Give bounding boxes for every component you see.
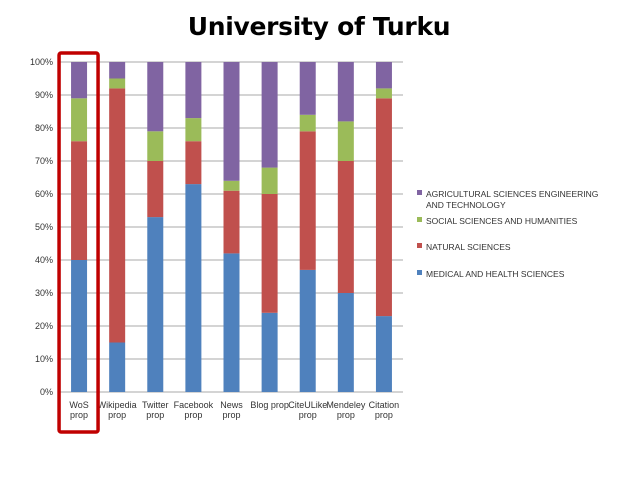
bar-segment <box>185 141 202 185</box>
y-tick-label: 80% <box>35 123 53 133</box>
y-tick-label: 100% <box>30 57 53 67</box>
legend-label: AND TECHNOLOGY <box>426 200 506 210</box>
y-tick-label: 10% <box>35 354 53 364</box>
bar-segment <box>299 114 316 132</box>
bar-segment <box>109 88 126 343</box>
x-tick-label: prop <box>337 410 355 420</box>
bar-segment <box>375 88 392 99</box>
bar-segment <box>375 98 392 317</box>
bar-segment <box>223 62 240 181</box>
bar-segment <box>261 62 278 168</box>
bar-segment <box>223 190 240 254</box>
x-tick-label: Mendeley <box>326 400 366 410</box>
bar-segment <box>223 180 240 191</box>
bar-segment <box>185 184 202 392</box>
y-tick-label: 30% <box>35 288 53 298</box>
bar-segment <box>71 62 88 99</box>
bar-segment <box>109 342 126 392</box>
bar-segment <box>337 121 354 161</box>
y-tick-label: 60% <box>35 189 53 199</box>
x-tick-label: Facebook <box>174 400 214 410</box>
legend-label: NATURAL SCIENCES <box>426 242 511 252</box>
bar-segment <box>261 194 278 313</box>
bar-segment <box>147 161 164 218</box>
y-tick-label: 40% <box>35 255 53 265</box>
x-tick-label: prop <box>70 410 88 420</box>
x-tick-label: News <box>220 400 243 410</box>
highlight-box <box>57 51 100 434</box>
bar-segment <box>185 62 202 119</box>
x-tick-label: prop <box>184 410 202 420</box>
chart-title: University of Turku <box>187 12 451 41</box>
bar-segment <box>109 78 126 89</box>
legend-label: AGRICULTURAL SCIENCES ENGINEERING <box>426 189 598 199</box>
x-tick-label: prop <box>375 410 393 420</box>
x-tick-label: WoS <box>69 400 88 410</box>
y-tick-label: 0% <box>40 387 53 397</box>
y-tick-label: 50% <box>35 222 53 232</box>
y-tick-label: 70% <box>35 156 53 166</box>
y-tick-label: 20% <box>35 321 53 331</box>
x-tick-label: Twitter <box>142 400 169 410</box>
bar-segment <box>147 62 164 132</box>
bar-segment <box>375 62 392 89</box>
bar-segment <box>71 141 88 260</box>
bar-segment <box>299 62 316 115</box>
x-tick-label: prop <box>222 410 240 420</box>
bar-segment <box>185 118 202 142</box>
bar-segment <box>261 167 278 194</box>
x-tick-label: prop <box>299 410 317 420</box>
bar-segment <box>337 293 354 392</box>
legend-swatch <box>417 270 422 275</box>
bar-segment <box>337 161 354 293</box>
legend-label: SOCIAL SCIENCES AND HUMANITIES <box>426 216 578 226</box>
legend-swatch <box>417 217 422 222</box>
bar-segment <box>375 316 392 392</box>
bar-segment <box>261 312 278 392</box>
bar-segment <box>71 260 88 392</box>
bar-segment <box>147 217 164 392</box>
x-tick-label: Blog prop <box>250 400 289 410</box>
bar-segment <box>71 98 88 142</box>
bar-segment <box>299 131 316 270</box>
legend-label: MEDICAL AND HEALTH SCIENCES <box>426 269 565 279</box>
bar-segment <box>223 253 240 392</box>
legend-swatch <box>417 190 422 195</box>
x-tick-label: Citation <box>369 400 400 410</box>
bar-segment <box>147 131 164 161</box>
bar-segment <box>337 62 354 122</box>
bar-segment <box>299 269 316 392</box>
x-tick-label: Wikipedia <box>98 400 137 410</box>
y-tick-label: 90% <box>35 90 53 100</box>
bar-segment <box>109 62 126 79</box>
legend-swatch <box>417 243 422 248</box>
x-tick-label: prop <box>108 410 126 420</box>
x-tick-label: CiteULike <box>288 400 327 410</box>
x-tick-label: prop <box>146 410 164 420</box>
